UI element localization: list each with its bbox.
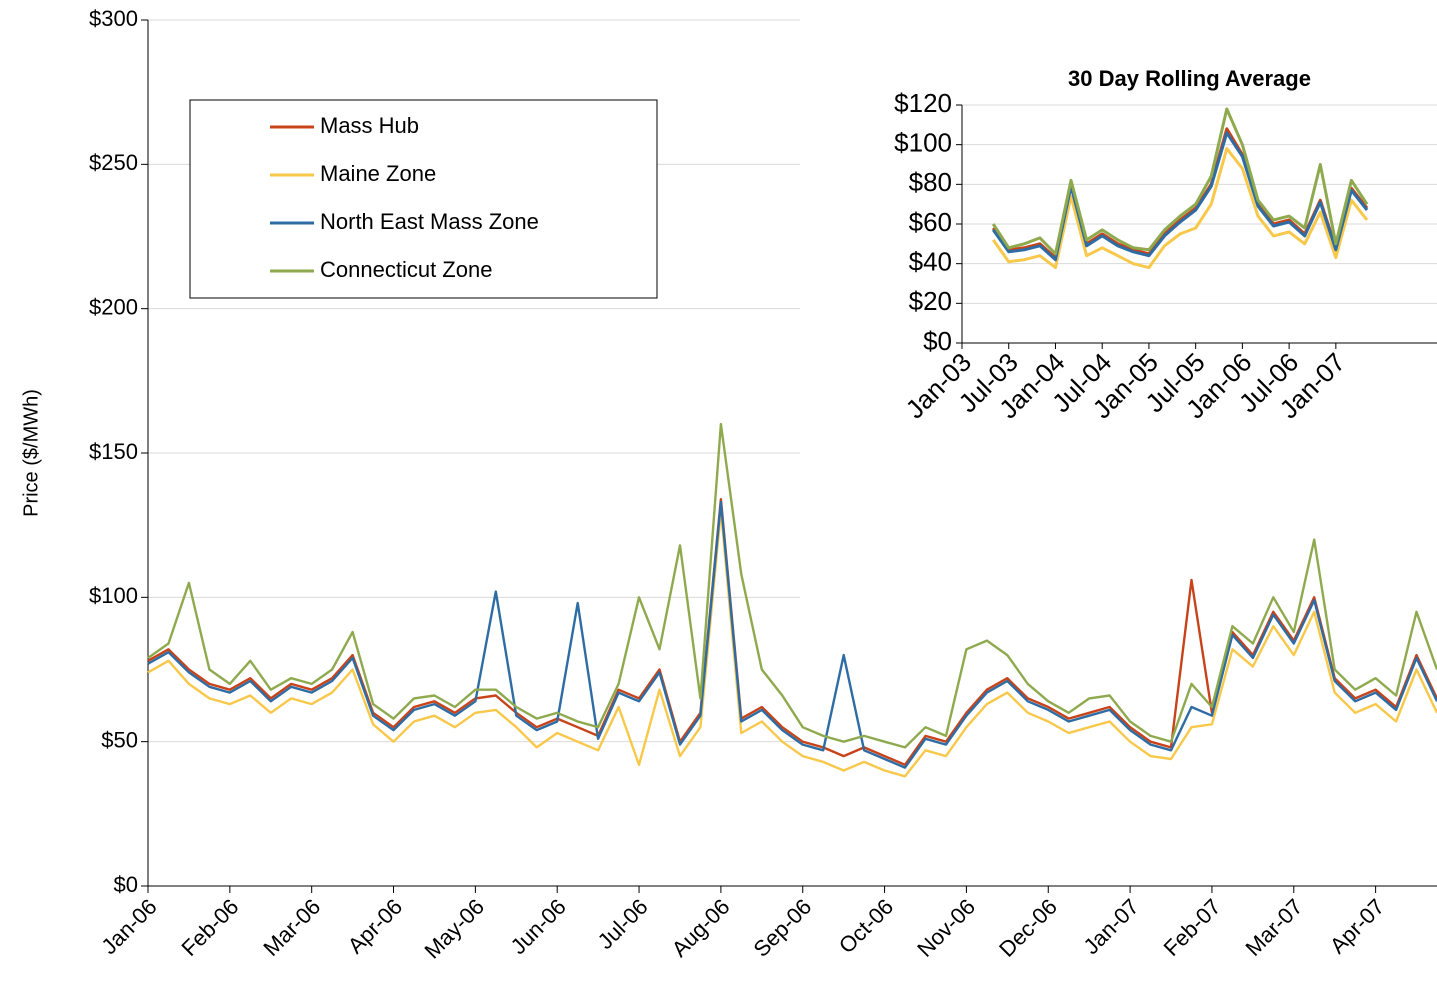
y-tick-label: $80 — [909, 167, 952, 197]
series-line — [991, 147, 1369, 270]
y-tick-label: $0 — [114, 872, 138, 897]
y-tick-label: $100 — [894, 128, 952, 158]
inset-background — [800, 55, 1437, 475]
x-tick-label: Jun-06 — [506, 894, 571, 959]
y-tick-label: $250 — [89, 150, 138, 175]
series-line — [991, 131, 1369, 262]
chart-title: 30 Day Rolling Average — [1068, 66, 1311, 91]
x-tick-label: Apr-07 — [1325, 894, 1389, 958]
x-tick-label: Mar-06 — [258, 894, 325, 961]
x-tick-label: Feb-06 — [177, 894, 244, 961]
x-tick-label: Jan-06 — [96, 894, 161, 959]
y-tick-label: $100 — [89, 583, 138, 608]
x-tick-label: Nov-06 — [912, 894, 980, 962]
y-tick-label: $300 — [89, 6, 138, 31]
y-tick-label: $50 — [101, 727, 138, 752]
y-tick-label: $40 — [909, 247, 952, 277]
series-line — [991, 107, 1369, 256]
series-line — [147, 509, 1437, 778]
y-tick-label: $60 — [909, 207, 952, 237]
x-tick-label: Mar-07 — [1240, 894, 1307, 961]
x-tick-label: Jan-07 — [1078, 894, 1143, 959]
series-line — [147, 500, 1437, 769]
y-tick-label: $150 — [89, 439, 138, 464]
y-tick-label: $0 — [923, 326, 952, 356]
x-tick-label: Oct-06 — [834, 894, 898, 958]
x-tick-label: Jul-06 — [593, 894, 653, 954]
legend-label: Connecticut Zone — [320, 257, 492, 282]
y-tick-label: $200 — [89, 294, 138, 319]
series-line — [147, 498, 1437, 766]
legend-label: Maine Zone — [320, 161, 436, 186]
y-axis-label: Price ($/MWh) — [20, 389, 42, 517]
x-tick-label: Feb-07 — [1159, 894, 1226, 961]
y-tick-label: $20 — [909, 286, 952, 316]
x-tick-label: Aug-06 — [667, 894, 735, 962]
x-tick-label: Sep-06 — [749, 894, 817, 962]
series-line — [147, 422, 1437, 749]
legend-label: North East Mass Zone — [320, 209, 539, 234]
x-tick-label: Dec-06 — [994, 894, 1062, 962]
x-tick-label: Apr-06 — [343, 894, 407, 958]
y-tick-label: $120 — [894, 88, 952, 118]
x-tick-label: May-06 — [419, 894, 489, 964]
legend-label: Mass Hub — [320, 113, 419, 138]
legend-box — [189, 99, 658, 299]
